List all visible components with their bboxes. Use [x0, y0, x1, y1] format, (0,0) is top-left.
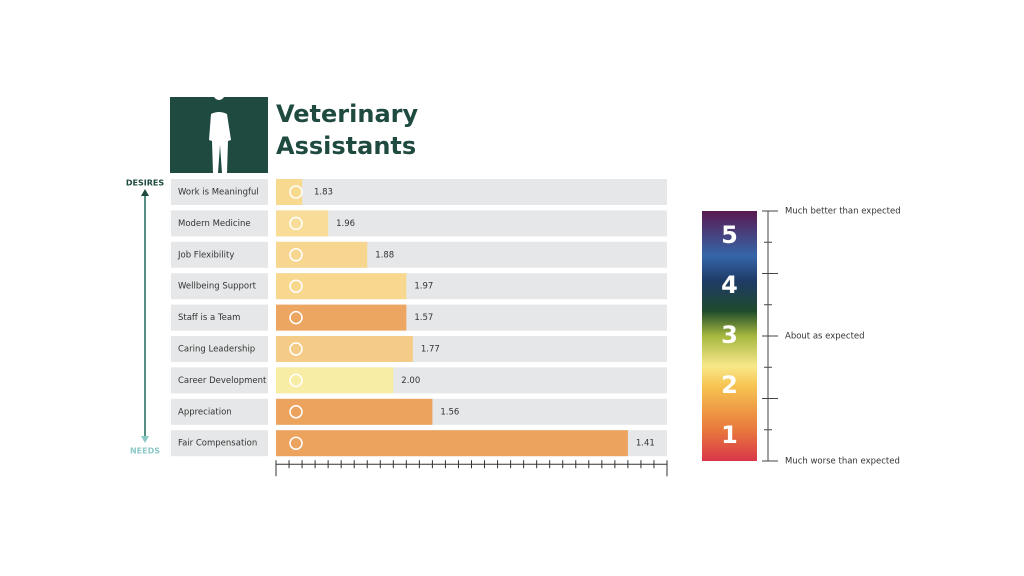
- score-label: 2.00: [401, 376, 420, 386]
- category-box: [171, 304, 268, 331]
- bar-icon: [289, 342, 303, 356]
- score-label: 1.88: [375, 250, 394, 260]
- scale-level: 1: [721, 421, 738, 449]
- bar: [276, 179, 303, 205]
- score-label: 1.57: [414, 313, 433, 323]
- category-box: [171, 210, 268, 237]
- score-label: 1.83: [314, 188, 333, 198]
- category-label: Appreciation: [178, 407, 232, 417]
- category-label: Fair Compensation: [178, 439, 257, 449]
- score-label: 1.56: [440, 407, 459, 417]
- category-box: [171, 367, 268, 394]
- category-box: [171, 179, 268, 205]
- score-label: 1.96: [336, 219, 355, 229]
- top-label: DESIRES: [126, 179, 164, 188]
- category-label: Wellbeing Support: [178, 282, 257, 292]
- category-box: [171, 430, 268, 457]
- bar: [276, 430, 628, 457]
- bottom-label: NEEDS: [130, 447, 160, 456]
- arrow-down: [141, 436, 149, 443]
- arrow-up: [141, 189, 149, 196]
- scale-level: 2: [721, 371, 738, 399]
- bar-icon: [289, 279, 303, 293]
- bar-icon: [289, 405, 303, 419]
- color-scale-bar: [702, 211, 757, 461]
- score-label: 1.41: [636, 439, 655, 449]
- category-box: [171, 273, 268, 300]
- bar-icon: [289, 248, 303, 262]
- bar: [276, 367, 394, 394]
- bar-icon: [289, 310, 303, 325]
- category-label: Caring Leadership: [178, 345, 255, 355]
- silhouette: [209, 86, 231, 173]
- bar-icon: [289, 216, 303, 231]
- scale-level: 4: [721, 271, 738, 299]
- bar-icon: [289, 373, 303, 388]
- scale-annotation: Much better than expected: [785, 207, 901, 217]
- bar: [276, 398, 433, 425]
- category-box: [171, 398, 268, 425]
- scale-level: 3: [721, 321, 738, 349]
- score-label: 1.77: [421, 345, 440, 355]
- scale-annotation: About as expected: [785, 332, 865, 342]
- category-box: [171, 336, 268, 362]
- bar-icon: [289, 185, 303, 199]
- category-label: Staff is a Team: [178, 313, 240, 323]
- category-label: Career Development: [178, 376, 267, 386]
- bar: [276, 241, 368, 268]
- chart-title: Veterinary Assistants: [276, 100, 419, 160]
- category-label: Job Flexibility: [177, 250, 234, 260]
- scale-annotation: Much worse than expected: [785, 457, 900, 467]
- bar-icon: [289, 436, 303, 450]
- score-label: 1.97: [414, 282, 433, 292]
- scale-level: 5: [721, 221, 738, 249]
- bar-track: [276, 210, 667, 237]
- category-box: [171, 241, 268, 268]
- bar: [276, 273, 407, 300]
- category-label: Work is Meaningful: [178, 188, 259, 198]
- category-label: Modern Medicine: [178, 219, 251, 229]
- bar: [276, 304, 407, 331]
- bar-track: [276, 179, 667, 205]
- bar: [276, 336, 413, 362]
